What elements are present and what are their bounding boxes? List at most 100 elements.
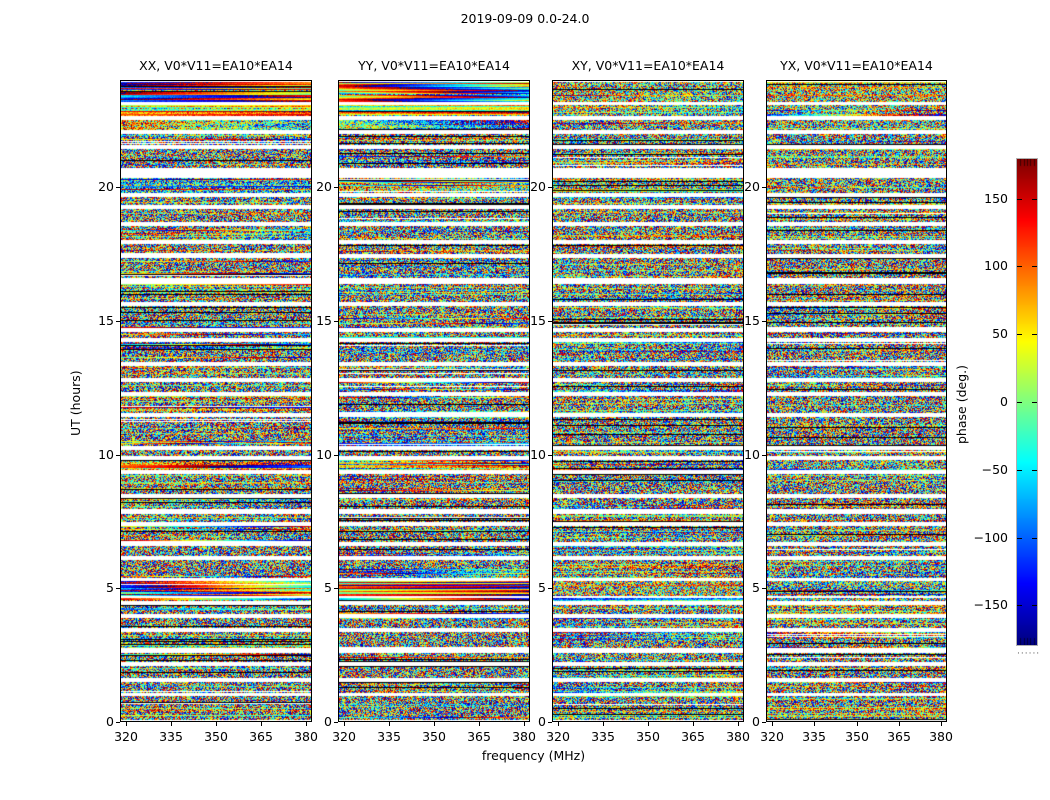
colorbar-tickmark bbox=[1032, 402, 1037, 403]
y-tickmark bbox=[548, 588, 552, 589]
x-tickmark bbox=[857, 722, 858, 726]
y-tick-label: 5 bbox=[538, 580, 546, 595]
y-tick-label: 15 bbox=[98, 313, 114, 328]
panel-title-xx: XX, V0*V11=EA10*EA14 bbox=[139, 58, 293, 73]
x-tickmark bbox=[693, 722, 694, 726]
y-tick-label: 5 bbox=[324, 580, 332, 595]
x-tickmark bbox=[899, 722, 900, 726]
waterfall-panel-yx[interactable] bbox=[766, 80, 947, 722]
y-tick-label: 5 bbox=[106, 580, 114, 595]
y-tick-label: 15 bbox=[530, 313, 546, 328]
colorbar-underflow-marker: ······ bbox=[1017, 649, 1041, 659]
y-tickmark bbox=[334, 722, 338, 723]
y-tick-label: 5 bbox=[752, 580, 760, 595]
y-tickmark bbox=[116, 455, 120, 456]
y-tickmark bbox=[548, 722, 552, 723]
y-tick-label: 10 bbox=[316, 447, 332, 462]
x-tickmark bbox=[814, 722, 815, 726]
colorbar-tickmark bbox=[1017, 402, 1022, 403]
colorbar-tick-label: −100 bbox=[973, 530, 1008, 545]
y-tickmark bbox=[334, 588, 338, 589]
y-tick-label: 20 bbox=[744, 179, 760, 194]
x-tick-label: 350 bbox=[636, 729, 660, 744]
y-tickmark bbox=[762, 722, 766, 723]
y-tickmark bbox=[334, 321, 338, 322]
x-tickmark bbox=[603, 722, 604, 726]
x-tick-label: 380 bbox=[512, 729, 536, 744]
y-tickmark bbox=[762, 187, 766, 188]
y-tickmark bbox=[116, 187, 120, 188]
y-tick-label: 10 bbox=[744, 447, 760, 462]
x-tickmark bbox=[434, 722, 435, 726]
colorbar-tick-label: 50 bbox=[992, 326, 1008, 341]
x-tick-label: 320 bbox=[546, 729, 570, 744]
colorbar bbox=[1016, 158, 1038, 646]
colorbar-tickmark bbox=[1032, 470, 1037, 471]
x-tickmark bbox=[344, 722, 345, 726]
x-tick-label: 335 bbox=[377, 729, 401, 744]
x-tickmark bbox=[171, 722, 172, 726]
colorbar-tick-label: 150 bbox=[984, 191, 1008, 206]
x-tick-label: 365 bbox=[467, 729, 491, 744]
x-tick-label: 335 bbox=[591, 729, 615, 744]
colorbar-tick-label: −50 bbox=[981, 462, 1008, 477]
y-tickmark bbox=[116, 722, 120, 723]
colorbar-tick-label: 100 bbox=[984, 258, 1008, 273]
x-tickmark bbox=[558, 722, 559, 726]
x-tick-label: 350 bbox=[845, 729, 869, 744]
x-tick-label: 365 bbox=[887, 729, 911, 744]
y-tick-label: 0 bbox=[538, 714, 546, 729]
y-tick-label: 20 bbox=[530, 179, 546, 194]
x-tick-label: 320 bbox=[760, 729, 784, 744]
x-tickmark bbox=[126, 722, 127, 726]
y-tick-label: 15 bbox=[316, 313, 332, 328]
colorbar-gradient bbox=[1017, 159, 1037, 645]
x-tickmark bbox=[648, 722, 649, 726]
x-tickmark bbox=[772, 722, 773, 726]
x-axis-label: frequency (MHz) bbox=[481, 748, 586, 763]
waterfall-image-xy bbox=[553, 81, 743, 721]
y-tickmark bbox=[548, 187, 552, 188]
x-tickmark bbox=[479, 722, 480, 726]
colorbar-tickmark bbox=[1017, 199, 1022, 200]
panel-title-yx: YX, V0*V11=EA10*EA14 bbox=[780, 58, 933, 73]
x-tick-label: 350 bbox=[422, 729, 446, 744]
y-tick-label: 20 bbox=[98, 179, 114, 194]
y-tickmark bbox=[116, 321, 120, 322]
figure-suptitle: 2019-09-09 0.0-24.0 bbox=[460, 11, 590, 26]
x-tickmark bbox=[216, 722, 217, 726]
waterfall-panel-xx[interactable] bbox=[120, 80, 312, 722]
waterfall-panel-yy[interactable] bbox=[338, 80, 530, 722]
y-tickmark bbox=[334, 187, 338, 188]
x-tickmark bbox=[941, 722, 942, 726]
colorbar-tickmark bbox=[1017, 538, 1022, 539]
colorbar-tickmark bbox=[1032, 605, 1037, 606]
waterfall-image-xx bbox=[121, 81, 311, 721]
colorbar-tick-label: −150 bbox=[973, 597, 1008, 612]
x-tick-label: 380 bbox=[929, 729, 953, 744]
y-tickmark bbox=[762, 588, 766, 589]
x-tick-label: 380 bbox=[726, 729, 750, 744]
y-tick-label: 15 bbox=[744, 313, 760, 328]
y-tickmark bbox=[548, 455, 552, 456]
x-tick-label: 350 bbox=[204, 729, 228, 744]
y-tickmark bbox=[548, 321, 552, 322]
y-tick-label: 0 bbox=[324, 714, 332, 729]
x-tickmark bbox=[524, 722, 525, 726]
colorbar-tickmark bbox=[1017, 605, 1022, 606]
waterfall-image-yx bbox=[767, 81, 946, 721]
colorbar-tickmark bbox=[1032, 199, 1037, 200]
colorbar-tickmark bbox=[1017, 334, 1022, 335]
y-tickmark bbox=[116, 588, 120, 589]
x-tick-label: 380 bbox=[294, 729, 318, 744]
panel-title-xy: XY, V0*V11=EA10*EA14 bbox=[571, 58, 725, 73]
waterfall-panel-xy[interactable] bbox=[552, 80, 744, 722]
x-tick-label: 365 bbox=[681, 729, 705, 744]
x-tick-label: 335 bbox=[802, 729, 826, 744]
y-tick-label: 0 bbox=[752, 714, 760, 729]
waterfall-image-yy bbox=[339, 81, 529, 721]
x-tickmark bbox=[306, 722, 307, 726]
x-tick-label: 320 bbox=[114, 729, 138, 744]
y-axis-label: UT (hours) bbox=[68, 370, 83, 436]
